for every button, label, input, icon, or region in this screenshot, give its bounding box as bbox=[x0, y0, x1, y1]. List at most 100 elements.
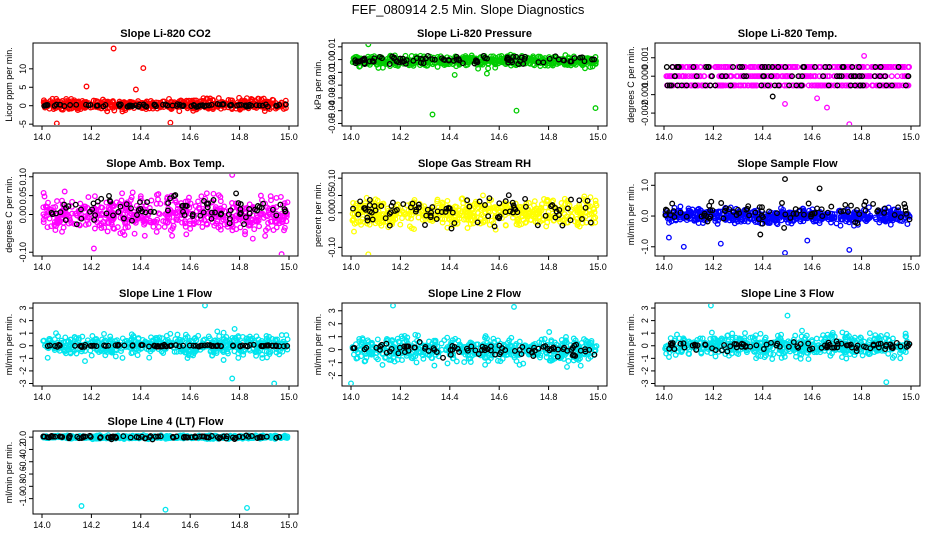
subset-point bbox=[790, 210, 797, 217]
data-point bbox=[842, 82, 849, 89]
plot-frame bbox=[654, 172, 921, 257]
data-point bbox=[253, 333, 260, 340]
data-point bbox=[40, 219, 47, 226]
data-point bbox=[91, 225, 98, 232]
data-point bbox=[415, 214, 422, 221]
data-point bbox=[865, 204, 872, 211]
data-point bbox=[90, 97, 97, 104]
data-point bbox=[215, 95, 222, 102]
data-point bbox=[44, 354, 51, 361]
data-point bbox=[182, 223, 189, 230]
y-tick-label: -1.0 bbox=[640, 239, 650, 255]
x-tick-label: 14.0 bbox=[33, 392, 51, 402]
subset-point bbox=[474, 219, 481, 226]
subset-point bbox=[670, 208, 677, 215]
data-point bbox=[110, 45, 117, 52]
subset-point bbox=[123, 201, 130, 208]
subset-point bbox=[72, 201, 79, 208]
data-point bbox=[562, 201, 569, 208]
data-point bbox=[588, 210, 595, 217]
data-point bbox=[811, 82, 818, 89]
subset-point bbox=[441, 57, 448, 64]
y-axis-label: degrees C per min. bbox=[626, 46, 636, 123]
data-point bbox=[187, 225, 194, 232]
data-point bbox=[255, 95, 262, 102]
x-tick-label: 14.6 bbox=[803, 132, 821, 142]
subset-point bbox=[509, 199, 516, 206]
x-tick-label: 14.8 bbox=[853, 262, 871, 272]
x-tick-label: 14.0 bbox=[342, 392, 360, 402]
y-tick-label: -0.03 bbox=[327, 88, 337, 109]
data-point bbox=[134, 352, 141, 359]
subset-point bbox=[906, 216, 913, 223]
data-point bbox=[412, 331, 419, 338]
data-point bbox=[350, 216, 357, 222]
subset-point bbox=[769, 93, 776, 100]
data-point bbox=[480, 217, 487, 224]
subset-point bbox=[90, 342, 97, 349]
data-point bbox=[484, 335, 490, 342]
subset-point bbox=[859, 73, 866, 80]
data-point bbox=[551, 339, 558, 346]
data-point bbox=[163, 332, 170, 339]
subset-point bbox=[877, 73, 884, 80]
subset-point bbox=[798, 82, 805, 89]
x-tick-label: 14.2 bbox=[83, 262, 101, 272]
x-tick-label: 14.2 bbox=[392, 262, 410, 272]
subset-point bbox=[128, 205, 134, 212]
data-point bbox=[665, 234, 672, 241]
subset-point bbox=[350, 205, 356, 212]
subset-point bbox=[241, 221, 247, 228]
subset-point bbox=[870, 200, 877, 207]
data-point bbox=[54, 220, 61, 227]
subset-point bbox=[789, 73, 795, 80]
data-point bbox=[493, 205, 500, 212]
x-tick-label: 14.2 bbox=[705, 262, 723, 272]
data-point bbox=[816, 73, 823, 80]
data-point bbox=[200, 95, 207, 102]
data-point bbox=[449, 60, 456, 67]
data-point bbox=[800, 218, 807, 225]
data-point bbox=[845, 82, 852, 89]
x-tick-label: 14.4 bbox=[441, 262, 459, 272]
subset-point bbox=[208, 101, 215, 108]
data-point bbox=[127, 197, 134, 203]
data-point bbox=[153, 218, 160, 225]
subset-point bbox=[139, 342, 146, 349]
data-point bbox=[262, 232, 269, 239]
data-point bbox=[216, 333, 223, 340]
x-tick-label: 14.4 bbox=[132, 132, 150, 142]
data-point bbox=[478, 211, 485, 218]
subset-point bbox=[522, 53, 529, 60]
subset-point bbox=[217, 211, 224, 218]
data-point bbox=[140, 218, 147, 225]
x-tick-label: 14.2 bbox=[705, 132, 723, 142]
data-point bbox=[822, 73, 829, 80]
x-tick-label: 14.0 bbox=[655, 262, 673, 272]
subset-point bbox=[496, 213, 503, 220]
subset-point bbox=[559, 222, 566, 229]
subset-point bbox=[180, 342, 187, 349]
data-point bbox=[833, 220, 840, 227]
data-point bbox=[441, 216, 448, 223]
data-point bbox=[782, 73, 788, 80]
subset-point bbox=[207, 342, 214, 349]
data-point bbox=[488, 217, 495, 224]
subset-point bbox=[834, 82, 841, 89]
data-point bbox=[82, 203, 89, 210]
subset-point bbox=[371, 55, 378, 62]
y-axis-label: ml/min per min. bbox=[4, 314, 14, 376]
y-axis-label: ml/min per min. bbox=[313, 314, 323, 376]
subset-point bbox=[394, 58, 401, 65]
subset-point bbox=[242, 214, 249, 221]
subset-point bbox=[176, 343, 183, 350]
data-point bbox=[229, 174, 236, 178]
x-tick-label: 15.0 bbox=[280, 132, 298, 142]
y-tick-label: 1 bbox=[327, 334, 337, 339]
subset-point bbox=[230, 342, 237, 349]
subset-point bbox=[62, 217, 69, 224]
data-point bbox=[475, 65, 482, 72]
chart-panel-4: Slope Amb. Box Temp.14.0 14.2 14.4 14.6 14.8… bbox=[4, 158, 299, 272]
